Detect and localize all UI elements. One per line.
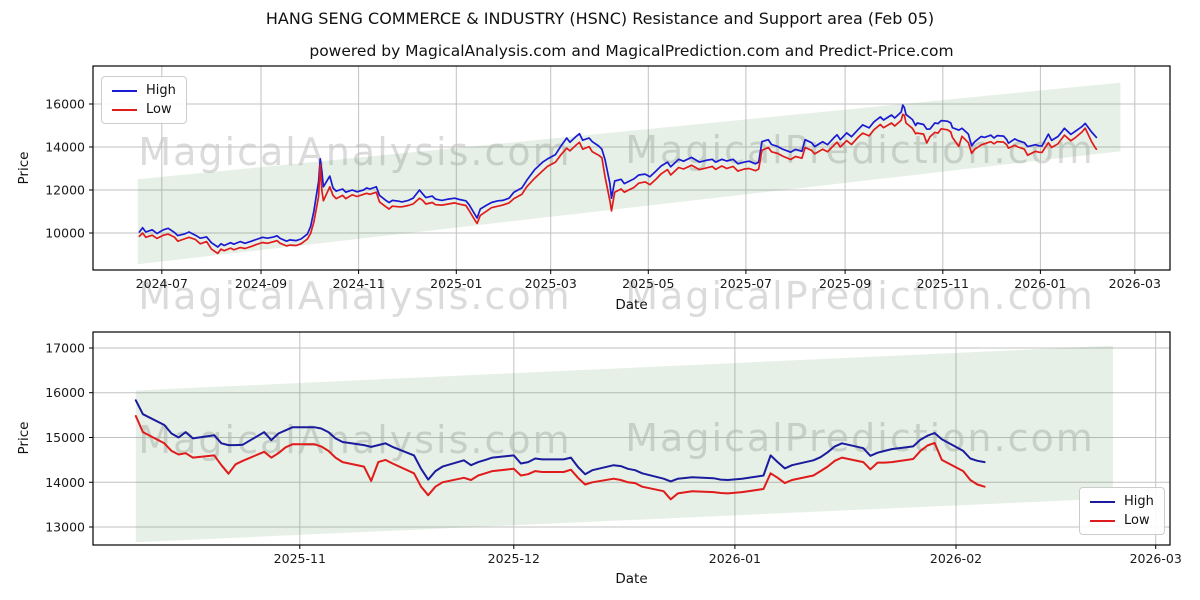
x-tick-label: 2025-07 (720, 276, 772, 291)
x-tick-label: 2026-02 (930, 551, 982, 566)
legend-line-low (112, 108, 137, 111)
x-tick-label: 2024-07 (136, 276, 188, 291)
series-line-high (138, 104, 1098, 248)
x-tick-label: 2025-01 (430, 276, 482, 291)
x-tick-label: 2025-03 (525, 276, 577, 291)
support-resistance-band (135, 345, 1113, 543)
y-tick-label: 13000 (45, 520, 85, 535)
x-axis-label-bottom: Date (615, 571, 648, 587)
y-tick-label: 10000 (45, 226, 85, 241)
legend-label-low: Low (1124, 513, 1150, 528)
y-tick-label: 17000 (45, 341, 85, 356)
x-tick-label: 2025-11 (274, 551, 326, 566)
x-tick-label: 2025-09 (819, 276, 871, 291)
y-tick-label: 14000 (45, 140, 85, 155)
y-tick-label: 15000 (45, 430, 85, 445)
series-line-high (134, 399, 986, 483)
legend-bottom-chart: High Low (1079, 487, 1165, 535)
legend-item-low: Low (1090, 514, 1154, 527)
legend-label-low: Low (146, 102, 172, 117)
legend-line-low (1090, 519, 1115, 522)
legend-item-high: High (112, 84, 176, 97)
x-tick-label: 2025-12 (488, 551, 540, 566)
x-axis-label-top: Date (615, 297, 648, 313)
legend-label-high: High (146, 83, 176, 98)
x-tick-label: 2026-03 (1130, 551, 1182, 566)
legend-item-high: High (1090, 495, 1154, 508)
x-tick-label: 2026-01 (1014, 276, 1066, 291)
x-tick-label: 2024-11 (332, 276, 384, 291)
x-tick-label: 2025-05 (622, 276, 674, 291)
legend-top-chart: High Low (101, 76, 187, 124)
x-tick-label: 2025-11 (917, 276, 969, 291)
legend-line-high (1090, 500, 1115, 503)
chart-bottom: 2025-11 2025-12 2026-01 2026-02 2026-03 13000… (45, 331, 1182, 566)
figure-subtitle: powered by MagicalAnalysis.com and Magic… (309, 42, 954, 60)
support-resistance-band (137, 82, 1121, 265)
y-tick-label: 16000 (45, 385, 85, 400)
y-tick-label: 16000 (45, 97, 85, 112)
x-tick-label: 2024-09 (235, 276, 287, 291)
axes-frame (92, 65, 1171, 271)
y-axis-label-bottom: Price (16, 421, 32, 455)
legend-line-high (112, 89, 137, 92)
x-tick-label: 2026-03 (1109, 276, 1161, 291)
chart-top: 2024-07 2024-09 2024-11 2025-01 2025-03 2025-… (45, 65, 1171, 291)
series-line-low (138, 113, 1098, 255)
y-tick-label: 14000 (45, 475, 85, 490)
legend-label-high: High (1124, 494, 1154, 509)
figure-title: HANG SENG COMMERCE & INDUSTRY (HSNC) Res… (265, 9, 935, 28)
x-tick-label: 2026-01 (709, 551, 761, 566)
legend-item-low: Low (112, 103, 176, 116)
axes-frame (92, 331, 1171, 546)
series-line-low (134, 415, 986, 501)
y-axis-label-top: Price (16, 151, 32, 185)
y-tick-label: 12000 (45, 183, 85, 198)
